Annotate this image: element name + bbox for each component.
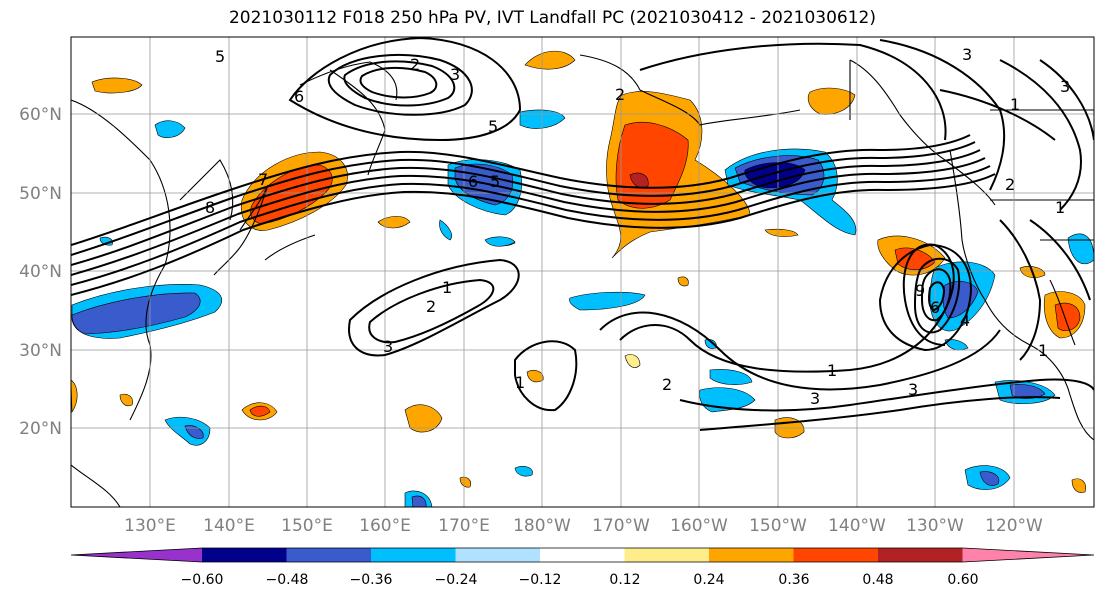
contour-label: 2 bbox=[410, 55, 420, 74]
contour-label: 1 bbox=[1055, 198, 1065, 217]
contour-label: 1 bbox=[1010, 95, 1020, 114]
colorbar-tick: −0.36 bbox=[350, 572, 393, 588]
contour-label: 3 bbox=[810, 389, 820, 408]
colorbar-tick: −0.24 bbox=[435, 572, 478, 588]
contour-label: 1 bbox=[442, 278, 452, 297]
contour-label: 4 bbox=[960, 311, 970, 330]
colorbar-segment bbox=[624, 548, 709, 562]
colorbar-tick: −0.12 bbox=[519, 572, 562, 588]
contour-label: 2 bbox=[662, 375, 672, 394]
contour-label: 1 bbox=[827, 361, 837, 380]
contour-label: 2 bbox=[1005, 175, 1015, 194]
colorbar-segment bbox=[540, 548, 625, 562]
colorbar-tick: 0.24 bbox=[693, 572, 724, 588]
lon-label: 140°E bbox=[203, 516, 255, 536]
contour-labels: 5 6 2 3 5 8 7 6 5 1 2 3 1 2 3 1 2 3 1 9 … bbox=[205, 45, 1070, 408]
colorbar-segment bbox=[455, 548, 540, 562]
contour-label: 6 bbox=[468, 172, 478, 191]
lon-label: 140°W bbox=[828, 516, 886, 536]
lon-label: 170°E bbox=[438, 516, 490, 536]
lon-label: 160°E bbox=[359, 516, 411, 536]
colorbar-extend-high bbox=[962, 548, 1094, 562]
lon-label: 130°E bbox=[124, 516, 176, 536]
colorbar-tick: 0.36 bbox=[778, 572, 809, 588]
lat-label: 30°N bbox=[19, 341, 62, 361]
colorbar-segment bbox=[371, 548, 456, 562]
colorbar: −0.60 −0.48 −0.36 −0.24 −0.12 0.12 0.24 … bbox=[70, 547, 1095, 588]
gridlines bbox=[71, 37, 1094, 507]
latitude-labels: 60°N 50°N 40°N 30°N 20°N bbox=[19, 105, 62, 439]
lat-label: 60°N bbox=[19, 105, 62, 125]
lon-label: 180°W bbox=[513, 516, 571, 536]
lon-label: 150°E bbox=[281, 516, 333, 536]
colorbar-tick: 0.48 bbox=[862, 572, 893, 588]
lon-label: 160°W bbox=[670, 516, 728, 536]
map-frame bbox=[70, 36, 1095, 508]
contour-label: 3 bbox=[962, 45, 972, 64]
colorbar-segments bbox=[70, 547, 1095, 563]
lat-label: 50°N bbox=[19, 184, 62, 204]
contour-label: 5 bbox=[488, 117, 498, 136]
contour-label: 3 bbox=[908, 380, 918, 399]
colorbar-tick: 0.12 bbox=[609, 572, 640, 588]
colorbar-segment bbox=[202, 548, 287, 562]
colorbar-ticks: −0.60 −0.48 −0.36 −0.24 −0.12 0.12 0.24 … bbox=[181, 572, 979, 588]
colorbar-segment bbox=[709, 548, 794, 562]
contour-label: 2 bbox=[426, 297, 436, 316]
lon-label: 130°W bbox=[906, 516, 964, 536]
contour-label: 7 bbox=[258, 170, 268, 189]
contour-label: 6 bbox=[294, 87, 304, 106]
lat-label: 40°N bbox=[19, 262, 62, 282]
contour-label: 3 bbox=[383, 337, 393, 356]
contour-label: 1 bbox=[515, 373, 525, 392]
contour-label: 8 bbox=[205, 198, 215, 217]
colorbar-tick: −0.60 bbox=[181, 572, 224, 588]
contour-label: 2 bbox=[615, 85, 625, 104]
ivt-contours bbox=[71, 37, 1094, 431]
colorbar-segment bbox=[286, 548, 371, 562]
longitude-labels: 130°E 140°E 150°E 160°E 170°E 180°W 170°… bbox=[124, 516, 1043, 536]
contour-label: 5 bbox=[215, 47, 225, 66]
contour-label: 3 bbox=[1060, 77, 1070, 96]
colorbar-extend-low bbox=[71, 548, 202, 562]
colorbar-tick: −0.48 bbox=[266, 572, 309, 588]
contour-label: 9 bbox=[915, 281, 925, 300]
colorbar-outline bbox=[70, 547, 1095, 563]
colorbar-tick: 0.60 bbox=[947, 572, 978, 588]
map-title: 2021030112 F018 250 hPa PV, IVT Landfall… bbox=[228, 8, 876, 28]
lat-label: 20°N bbox=[19, 419, 62, 439]
lon-label: 150°W bbox=[749, 516, 807, 536]
contour-label: 3 bbox=[450, 65, 460, 84]
lon-label: 120°W bbox=[985, 516, 1043, 536]
contour-label: 6 bbox=[930, 298, 940, 317]
contour-label: 5 bbox=[490, 172, 500, 191]
colorbar-segment bbox=[878, 548, 963, 562]
colorbar-segment bbox=[793, 548, 878, 562]
contour-label: 1 bbox=[1038, 341, 1048, 360]
lon-label: 170°W bbox=[592, 516, 650, 536]
